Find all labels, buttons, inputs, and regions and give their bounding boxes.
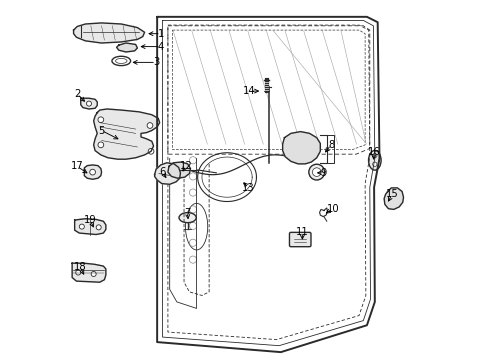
Circle shape bbox=[98, 117, 104, 123]
Text: 2: 2 bbox=[74, 89, 80, 99]
Text: 8: 8 bbox=[328, 140, 334, 150]
Text: 16: 16 bbox=[368, 147, 380, 157]
Text: 3: 3 bbox=[153, 57, 159, 67]
Ellipse shape bbox=[368, 150, 381, 170]
Polygon shape bbox=[168, 162, 191, 178]
Circle shape bbox=[76, 270, 81, 275]
Polygon shape bbox=[74, 23, 145, 43]
Circle shape bbox=[373, 153, 377, 158]
Ellipse shape bbox=[179, 213, 196, 223]
Polygon shape bbox=[84, 165, 101, 179]
Circle shape bbox=[309, 164, 324, 180]
Text: 9: 9 bbox=[321, 168, 327, 178]
Circle shape bbox=[373, 162, 377, 166]
Text: 5: 5 bbox=[98, 126, 105, 135]
Text: 7: 7 bbox=[184, 208, 191, 218]
Circle shape bbox=[98, 142, 104, 148]
Text: 1: 1 bbox=[158, 29, 164, 39]
Text: 18: 18 bbox=[74, 262, 86, 272]
Text: 6: 6 bbox=[159, 167, 166, 177]
FancyBboxPatch shape bbox=[290, 232, 311, 247]
Polygon shape bbox=[72, 263, 106, 282]
Text: 13: 13 bbox=[242, 183, 255, 193]
Text: 12: 12 bbox=[179, 161, 192, 171]
Circle shape bbox=[294, 142, 305, 153]
Polygon shape bbox=[81, 98, 97, 109]
Polygon shape bbox=[283, 132, 320, 164]
Polygon shape bbox=[117, 43, 137, 52]
Circle shape bbox=[79, 224, 84, 229]
Circle shape bbox=[96, 225, 101, 230]
Polygon shape bbox=[94, 109, 160, 159]
Text: 11: 11 bbox=[296, 227, 309, 237]
Circle shape bbox=[309, 142, 316, 149]
Circle shape bbox=[290, 138, 310, 158]
Text: 15: 15 bbox=[386, 189, 398, 199]
Text: 14: 14 bbox=[243, 86, 256, 96]
Circle shape bbox=[297, 145, 302, 150]
Circle shape bbox=[313, 168, 321, 176]
Circle shape bbox=[148, 148, 154, 154]
Circle shape bbox=[390, 195, 397, 202]
Circle shape bbox=[87, 101, 92, 106]
Circle shape bbox=[90, 169, 96, 175]
Polygon shape bbox=[155, 163, 180, 184]
Text: 17: 17 bbox=[71, 161, 84, 171]
Text: 10: 10 bbox=[326, 204, 339, 214]
Polygon shape bbox=[384, 188, 403, 210]
Polygon shape bbox=[74, 219, 106, 234]
Text: 19: 19 bbox=[84, 215, 97, 225]
Circle shape bbox=[306, 139, 319, 152]
Circle shape bbox=[91, 271, 96, 276]
Circle shape bbox=[147, 123, 153, 129]
Text: 4: 4 bbox=[158, 42, 164, 51]
